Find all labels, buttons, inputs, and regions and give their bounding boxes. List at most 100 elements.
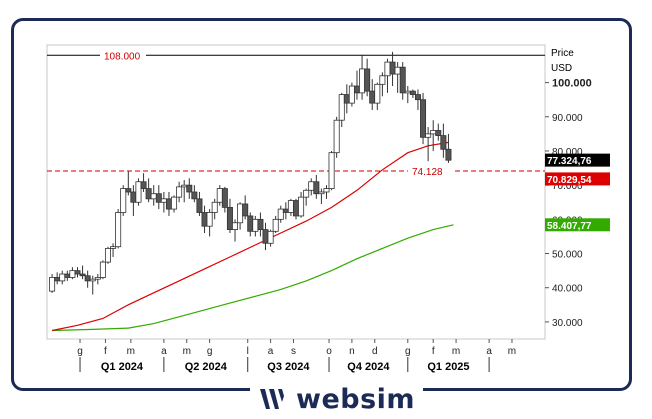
candle — [303, 188, 310, 206]
y-tick-label: 100.000 — [552, 78, 592, 90]
candle — [171, 195, 178, 213]
candle-body — [404, 90, 411, 94]
candle-body — [379, 75, 386, 85]
candle — [328, 150, 335, 191]
candle — [186, 178, 193, 199]
candle — [369, 79, 376, 110]
candle-body — [237, 203, 244, 224]
candle-body — [140, 181, 147, 189]
candle-body — [389, 61, 396, 75]
candle-body — [303, 189, 310, 198]
candle-body — [242, 203, 249, 217]
month-label: f — [104, 346, 107, 357]
candle-body — [359, 68, 366, 94]
month-label: f — [432, 346, 435, 357]
candle-body — [287, 200, 294, 213]
y-tick-label: 50.000 — [552, 250, 583, 261]
candle-body — [99, 261, 106, 278]
websim-logo: websim — [250, 382, 424, 416]
candle — [440, 123, 447, 158]
candle-body — [394, 66, 401, 75]
candle-body — [257, 218, 264, 231]
candle-body — [318, 191, 325, 195]
candle-body — [54, 277, 61, 282]
candle — [150, 185, 157, 206]
candle — [414, 89, 421, 110]
candle — [399, 62, 406, 100]
candle — [257, 212, 264, 237]
y-tick-label: 40.000 — [552, 284, 583, 295]
candle — [277, 205, 284, 223]
candle — [409, 89, 416, 98]
candle-body — [125, 188, 132, 193]
candle — [292, 198, 299, 220]
candle-body — [155, 193, 162, 203]
candle — [54, 272, 61, 285]
candle-body — [440, 135, 447, 150]
candle-body — [64, 273, 71, 278]
brand-name: websim — [296, 383, 416, 415]
month-label: o — [326, 346, 332, 357]
candle-body — [165, 198, 172, 210]
level-label-bg — [100, 49, 146, 62]
price-badge-bg — [545, 153, 610, 167]
candle — [160, 192, 167, 213]
candle — [140, 173, 147, 192]
candle-body — [232, 222, 239, 231]
candle — [120, 185, 127, 216]
candle-body — [323, 188, 330, 193]
candle-body — [252, 218, 259, 232]
candle — [125, 171, 132, 196]
candle-body — [150, 193, 157, 200]
candle — [206, 209, 213, 237]
y-tick-label: 80.000 — [552, 147, 583, 158]
candle-body — [216, 188, 223, 203]
candle — [338, 92, 345, 128]
candle — [262, 222, 269, 251]
candle — [287, 198, 294, 216]
candle — [232, 219, 239, 242]
candle-body — [445, 148, 452, 161]
candle — [49, 274, 56, 293]
candle — [74, 267, 81, 278]
candle-body — [313, 181, 320, 195]
candle — [201, 205, 208, 234]
plot-area — [46, 44, 546, 340]
candle-body — [262, 229, 269, 244]
candle-body — [211, 201, 218, 213]
candle-body — [333, 119, 340, 154]
level-label-1: 74.128 — [412, 167, 443, 178]
candle-body — [59, 273, 66, 282]
candle — [64, 270, 71, 281]
candle — [110, 243, 117, 257]
candle-body — [399, 66, 406, 94]
month-label: a — [486, 346, 492, 357]
candle — [221, 186, 228, 213]
month-label: g — [405, 346, 411, 357]
candle-body — [414, 94, 421, 101]
candle — [196, 192, 203, 216]
candle — [445, 133, 452, 163]
month-label: d — [372, 346, 378, 357]
candle — [282, 202, 289, 220]
candle — [104, 246, 111, 264]
candle-body — [176, 186, 183, 198]
level-label-bg — [408, 165, 454, 178]
month-label: s — [291, 346, 296, 357]
candle — [272, 215, 279, 234]
quarter-label: Q1 2024 — [101, 361, 144, 373]
price-badge-bg — [545, 172, 610, 186]
candle-body — [374, 83, 381, 104]
candle — [242, 195, 249, 220]
candle-body — [171, 196, 178, 210]
candle — [313, 174, 320, 199]
candle-body — [130, 191, 137, 203]
candle-body — [425, 133, 432, 138]
candle-body — [196, 198, 203, 213]
candle — [430, 120, 437, 151]
candle — [308, 178, 315, 196]
candle — [89, 275, 96, 295]
candle — [267, 229, 274, 247]
candle-body — [348, 85, 355, 104]
candle — [99, 260, 106, 280]
